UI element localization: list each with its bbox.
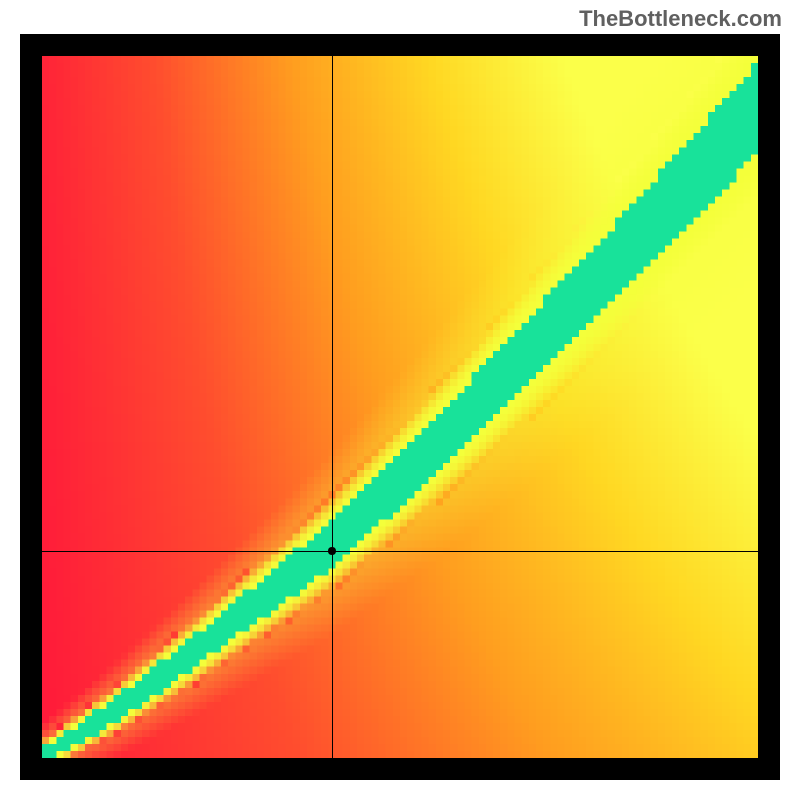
crosshair-overlay xyxy=(42,56,758,758)
chart-container: TheBottleneck.com xyxy=(0,0,800,800)
heatmap-plot xyxy=(42,56,758,758)
plot-frame xyxy=(20,34,780,780)
watermark-text: TheBottleneck.com xyxy=(579,6,782,32)
